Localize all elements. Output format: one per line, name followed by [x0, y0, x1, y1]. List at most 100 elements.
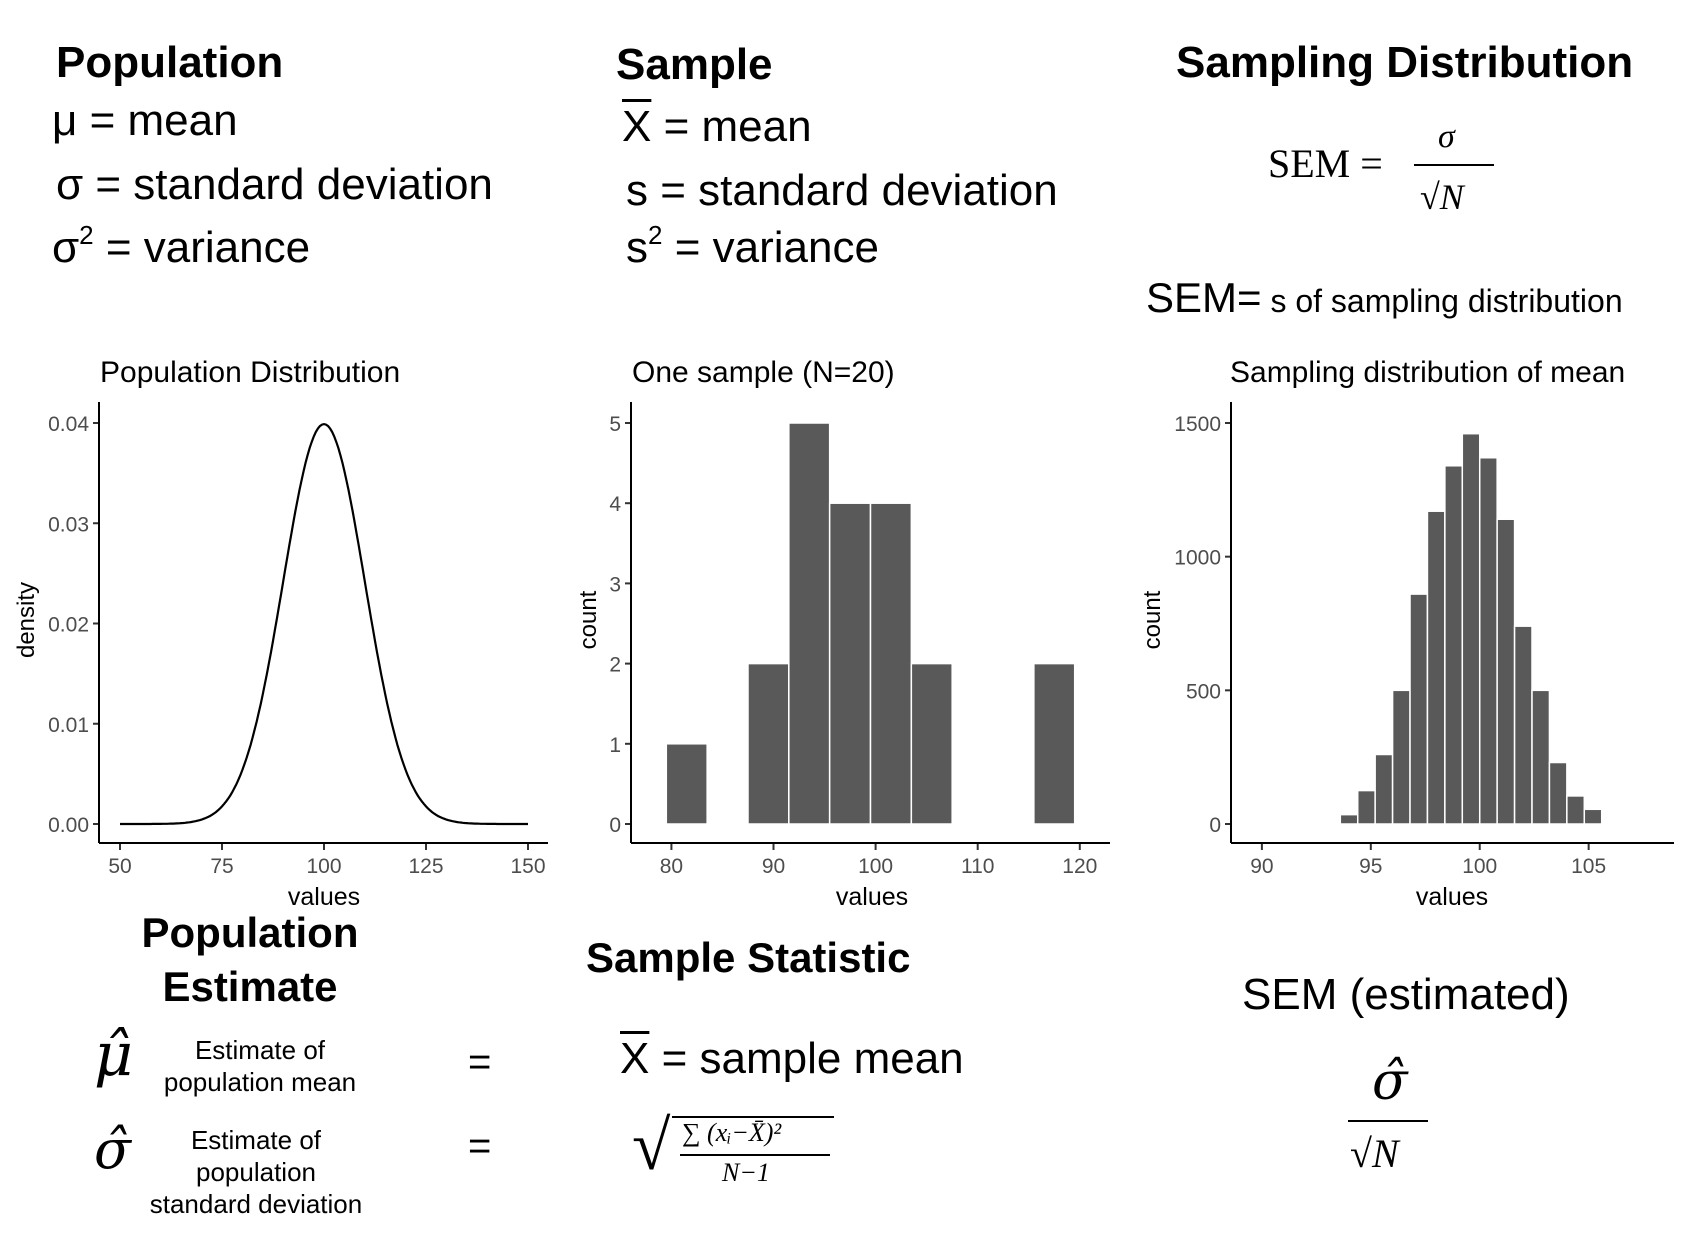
x-tick-label: 95: [1359, 855, 1382, 878]
sampling-title: Sampling Distribution: [1176, 38, 1634, 87]
sample-chart: One sample (N=20) count values 0 1 2 3 4 5 80…: [575, 356, 1110, 911]
mu-equals: =: [468, 1040, 492, 1084]
population-mean-def: μ = mean: [52, 96, 238, 146]
x-tick-label: 90: [762, 855, 785, 878]
sample-sd-def: s = standard deviation: [626, 166, 1058, 216]
population-chart-xticks: 50 75 100 125 150: [108, 843, 546, 878]
sample-chart-yticks: 0 1 2 3 4 5: [609, 413, 631, 837]
x-tick-label: 50: [108, 855, 131, 878]
histogram-bar: [665, 743, 708, 825]
y-tick-label: 0.04: [48, 413, 89, 436]
y-tick-label: 0.02: [48, 614, 89, 637]
x-bar-symbol: X: [622, 102, 652, 151]
y-tick-label: 2: [609, 654, 621, 677]
histogram-bar: [788, 422, 831, 825]
histogram-bar: [1478, 457, 1498, 825]
sample-chart-xlabel: values: [836, 883, 908, 911]
x-tick-label: 120: [1062, 855, 1097, 878]
population-chart: Population Distribution density values 0…: [13, 356, 548, 911]
histogram-bar: [869, 502, 913, 825]
density-curve: [120, 422, 528, 826]
sample-var-def: s2 = variance: [626, 220, 879, 273]
population-mean-text: = mean: [77, 96, 238, 145]
population-chart-yticks: 0.00 0.01 0.02 0.03 0.04: [48, 413, 99, 837]
y-tick-label: 0: [609, 814, 621, 837]
sigma-desc-line2: population: [196, 1157, 316, 1187]
histogram-bar: [1444, 465, 1464, 825]
sem-definition: SEM= s of sampling distribution: [1146, 274, 1623, 322]
x-tick-label: 110: [961, 855, 994, 878]
histogram-bar: [1583, 808, 1603, 825]
sem-est-numerator: σ̂: [1372, 1052, 1408, 1112]
sem-est-denominator: √N: [1350, 1131, 1399, 1176]
population-chart-xlabel: values: [288, 883, 360, 911]
histogram-bar: [1513, 625, 1533, 825]
population-chart-ylabel: density: [13, 582, 40, 658]
x-tick-label: 100: [858, 855, 893, 878]
estimate-title-line1: Population: [141, 909, 359, 956]
histogram-bar: [1531, 689, 1551, 825]
sem-est-fraction-line: [1348, 1120, 1428, 1122]
mu-desc-line2: population mean: [163, 1067, 357, 1097]
population-title: Population: [56, 38, 284, 87]
sample-mean-text: = mean: [651, 102, 812, 151]
sd-formula-numerator: ∑ (xᵢ−X̄)²: [682, 1118, 782, 1147]
x-tick-label: 100: [1462, 855, 1497, 878]
histogram-bar: [910, 662, 953, 825]
sd-formula-denominator: N−1: [722, 1158, 770, 1187]
sem-fraction-line: [1414, 164, 1494, 166]
histogram-bar: [1322, 821, 1342, 825]
population-chart-title: Population Distribution: [100, 356, 400, 389]
sigma-hat-description: Estimate of population standard deviatio…: [136, 1124, 376, 1220]
histogram-bar: [1566, 795, 1586, 825]
sigma-hat-icon: σ̂: [94, 1118, 131, 1181]
x-tick-label: 125: [408, 855, 443, 878]
radical-icon: √: [632, 1108, 671, 1185]
histogram-bar: [1356, 789, 1376, 825]
y-tick-label: 0.00: [48, 814, 89, 837]
charts-svg: Population Distribution density values 0…: [13, 356, 1674, 911]
sample-chart-xticks: 80 90 100 110 120: [660, 843, 1097, 878]
y-tick-label: 3: [609, 573, 621, 596]
x-tick-label: 105: [1571, 855, 1606, 878]
histogram-bar: [1496, 518, 1516, 825]
y-tick-label: 1500: [1174, 413, 1221, 436]
sampling-chart-bars: [1322, 432, 1620, 825]
x-tick-label: 150: [510, 855, 545, 878]
mu-desc-line1: Estimate of: [194, 1035, 326, 1065]
sampling-chart-xticks: 90 95 100 105: [1250, 843, 1606, 878]
x-tick-label: 80: [660, 855, 683, 878]
statistic-title: Sample Statistic: [586, 934, 911, 981]
histogram-bar: [1426, 510, 1446, 825]
population-sd-text: = standard deviation: [83, 160, 493, 209]
sample-var-sup: 2: [648, 220, 663, 250]
histogram-bar: [1033, 662, 1076, 825]
y-tick-label: 4: [609, 493, 621, 516]
sample-chart-bars: [665, 422, 1076, 825]
x-tick-label: 90: [1250, 855, 1273, 878]
sampling-chart-yticks: 0 500 1000 1500: [1174, 413, 1231, 837]
sem-lhs: SEM =: [1268, 141, 1383, 186]
sampling-chart-ylabel: count: [1139, 590, 1166, 649]
population-var-def: σ2 = variance: [52, 220, 310, 273]
mu-symbol: μ: [52, 96, 78, 145]
sampling-chart: Sampling distribution of mean count valu…: [1139, 356, 1674, 911]
y-tick-label: 500: [1186, 680, 1221, 703]
estimate-title-line2: Estimate: [162, 963, 338, 1010]
x-tick-label: 75: [210, 855, 233, 878]
sample-title: Sample: [616, 40, 773, 89]
histogram-bar: [1409, 593, 1429, 825]
sigma-desc-line3: standard deviation: [149, 1189, 363, 1219]
histogram-bar: [828, 502, 872, 825]
sigma-desc-line1: Estimate of: [190, 1125, 322, 1155]
sd-formula-line: [680, 1154, 830, 1156]
histogram-bar: [1461, 432, 1481, 825]
x-tick-label: 100: [306, 855, 341, 878]
sem-denominator: √N: [1420, 177, 1464, 217]
histogram-bar: [747, 662, 790, 825]
statistic-mean-def: X = sample mean: [620, 1034, 964, 1084]
s-symbol: s: [626, 166, 648, 215]
mu-hat-description: Estimate of population mean: [150, 1034, 370, 1098]
sample-chart-ylabel: count: [575, 590, 602, 649]
mu-hat-icon: μ̂: [94, 1020, 133, 1090]
